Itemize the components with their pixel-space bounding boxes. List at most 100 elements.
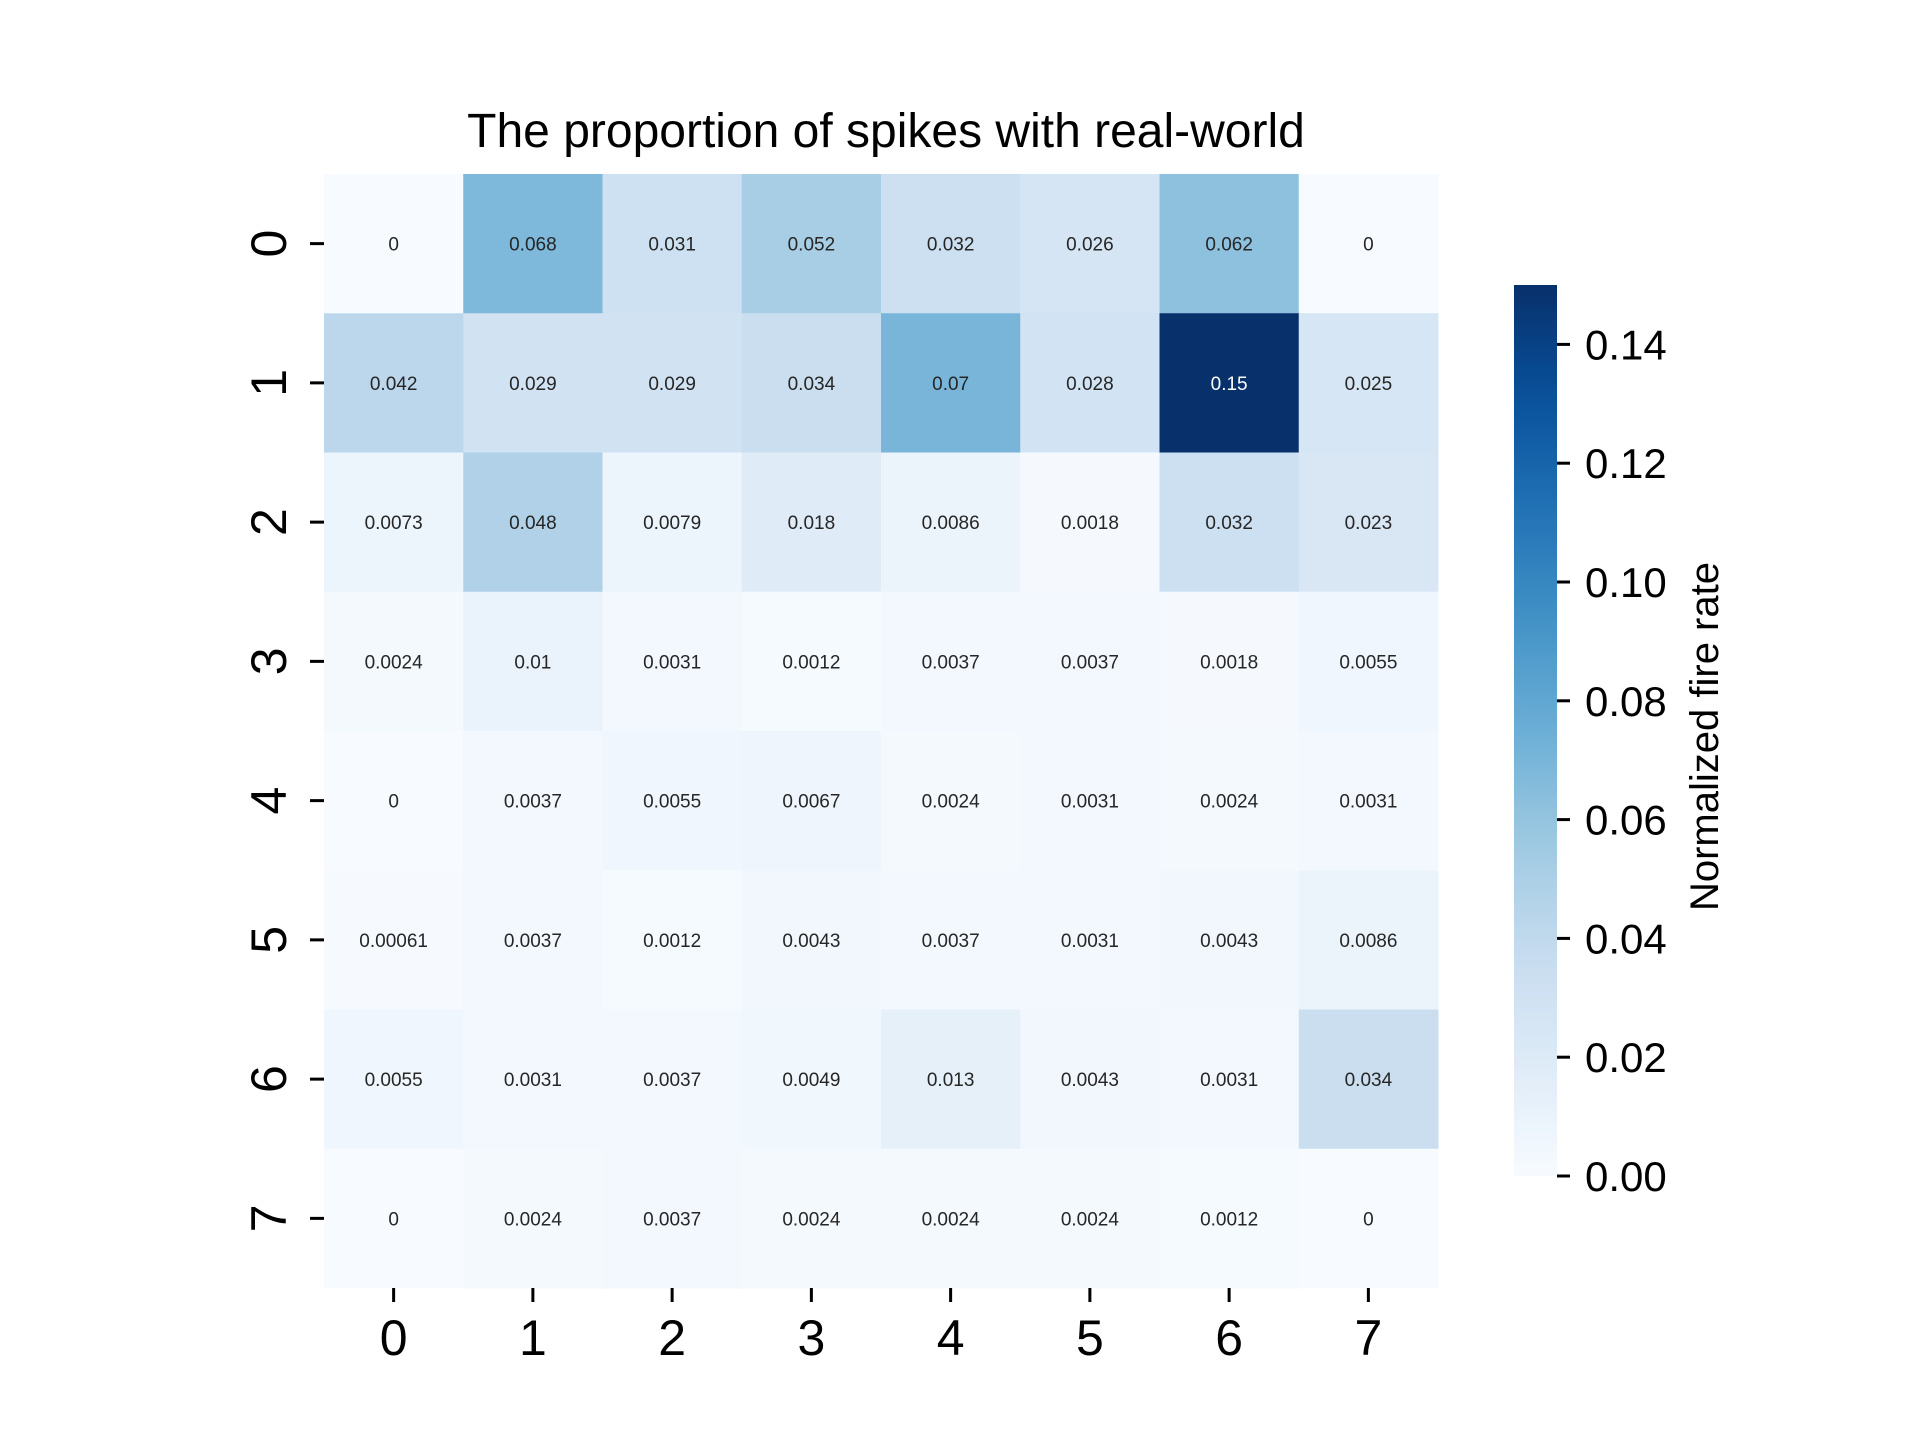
heatmap-cell-3-6: [1159, 591, 1300, 732]
x-tick-label-2: 2: [658, 1310, 686, 1366]
cell-value-label-3-4: 0.0037: [922, 652, 980, 673]
cell-value-label-5-0: 0.00061: [359, 931, 428, 952]
heatmap-cell-2-5: [1020, 452, 1160, 593]
cell-value-label-4-6: 0.0024: [1200, 792, 1259, 813]
cell-value-label-1-4: 0.07: [932, 374, 969, 395]
heatmap-cell-5-3: [741, 870, 882, 1010]
cell-value-label-4-2: 0.0055: [643, 792, 701, 813]
cell-value-label-2-0: 0.0073: [365, 513, 423, 534]
heatmap-cell-7-7: [1298, 1148, 1439, 1289]
heatmap-cell-3-5: [1020, 591, 1160, 732]
heatmap-cell-4-6: [1159, 731, 1300, 871]
x-tick-label-5: 5: [1076, 1310, 1104, 1366]
cell-value-label-6-2: 0.0037: [643, 1070, 701, 1091]
heatmap-cell-1-1: [463, 313, 603, 453]
y-tick-label-5: 5: [241, 926, 297, 954]
heatmap-cell-6-7: [1298, 1009, 1439, 1150]
y-tick-label-1: 1: [241, 369, 297, 397]
heatmap-cell-0-6: [1159, 174, 1300, 314]
heatmap-cell-0-5: [1020, 174, 1160, 314]
colorbar-tick-label-3: 0.06: [1585, 797, 1667, 844]
heatmap-cell-1-3: [741, 313, 882, 453]
cell-value-label-3-5: 0.0037: [1061, 652, 1119, 673]
cell-value-label-3-3: 0.0012: [782, 652, 840, 673]
heatmap-cell-1-2: [602, 313, 743, 453]
colorbar-tick-label-2: 0.04: [1585, 915, 1667, 962]
colorbar-gradient-bar: [1514, 285, 1557, 1176]
cell-value-label-3-7: 0.0055: [1339, 652, 1397, 673]
colorbar-tick-label-6: 0.12: [1585, 440, 1667, 487]
heatmap-cell-5-7: [1298, 870, 1439, 1010]
heatmap-cell-5-4: [881, 870, 1021, 1010]
heatmap-cell-2-3: [741, 452, 882, 593]
cell-value-label-2-3: 0.018: [788, 513, 836, 534]
cell-value-label-1-5: 0.028: [1066, 374, 1114, 395]
heatmap-cell-1-4: [881, 313, 1021, 453]
cell-value-label-6-7: 0.034: [1345, 1070, 1393, 1091]
cell-value-label-5-2: 0.0012: [643, 931, 701, 952]
heatmap-cell-4-1: [463, 731, 603, 871]
heatmap-cell-5-1: [463, 870, 603, 1010]
cell-value-label-0-7: 0: [1363, 235, 1374, 256]
y-tick-label-0: 0: [241, 230, 297, 258]
colorbar-tick-label-1: 0.02: [1585, 1034, 1667, 1081]
cell-value-label-7-4: 0.0024: [922, 1209, 981, 1230]
cell-value-label-0-5: 0.026: [1066, 235, 1114, 256]
y-tick-label-6: 6: [241, 1065, 297, 1093]
heatmap-cell-2-2: [602, 452, 743, 593]
heatmap-cell-1-0: [324, 313, 464, 453]
cell-value-label-4-1: 0.0037: [504, 792, 562, 813]
x-tick-label-6: 6: [1215, 1310, 1243, 1366]
cell-value-label-0-0: 0: [388, 235, 399, 256]
y-tick-label-2: 2: [241, 508, 297, 536]
cell-value-label-2-5: 0.0018: [1061, 513, 1119, 534]
heatmap-cell-3-1: [463, 591, 603, 732]
heatmap-cell-5-5: [1020, 870, 1160, 1010]
heatmap-cell-0-3: [741, 174, 882, 314]
colorbar: 0.00 0.02 0.04 0.06 0.08 0.10 0.12 0.14 Normaliz…: [1514, 285, 1727, 1200]
x-tick-label-3: 3: [797, 1310, 825, 1366]
heatmap-cell-0-1: [463, 174, 603, 314]
heatmap-cell-6-1: [463, 1009, 603, 1150]
heatmap-cell-0-2: [602, 174, 743, 314]
cell-value-label-6-6: 0.0031: [1200, 1070, 1258, 1091]
cell-value-label-4-5: 0.0031: [1061, 792, 1119, 813]
x-tick-label-7: 7: [1354, 1310, 1382, 1366]
chart-title: The proportion of spikes with real-world: [467, 105, 1305, 158]
heatmap-cell-2-1: [463, 452, 603, 593]
colorbar-tick-label-0: 0.00: [1585, 1153, 1667, 1200]
cell-value-label-1-7: 0.025: [1345, 374, 1393, 395]
heatmap-cell-5-6: [1159, 870, 1300, 1010]
heatmap-cell-4-0: [324, 731, 464, 871]
cell-value-label-6-1: 0.0031: [504, 1070, 562, 1091]
cell-value-label-7-5: 0.0024: [1061, 1209, 1120, 1230]
heatmap-cell-2-4: [881, 452, 1021, 593]
cell-value-label-7-3: 0.0024: [782, 1209, 841, 1230]
colorbar-tick-label-5: 0.10: [1585, 559, 1667, 606]
cell-value-label-0-3: 0.052: [788, 235, 836, 256]
heatmap-cell-6-3: [741, 1009, 882, 1150]
heatmap-cell-0-7: [1298, 174, 1439, 314]
cell-value-label-7-1: 0.0024: [504, 1209, 563, 1230]
heatmap-cell-6-2: [602, 1009, 743, 1150]
heatmap-cell-1-7: [1298, 313, 1439, 453]
heatmap-cell-3-7: [1298, 591, 1439, 732]
x-tick-label-0: 0: [380, 1310, 408, 1366]
heatmap-cell-3-0: [324, 591, 464, 732]
heatmap-cell-6-0: [324, 1009, 464, 1150]
colorbar-label: Normalized fire rate: [1683, 562, 1727, 911]
cell-value-label-1-0: 0.042: [370, 374, 418, 395]
heatmap-cell-0-0: [324, 174, 464, 314]
cell-value-label-3-2: 0.0031: [643, 652, 701, 673]
cell-value-label-3-1: 0.01: [514, 652, 551, 673]
cell-value-label-5-5: 0.0031: [1061, 931, 1119, 952]
cell-value-label-2-1: 0.048: [509, 513, 557, 534]
cell-value-label-2-4: 0.0086: [922, 513, 980, 534]
heatmap-cell-3-3: [741, 591, 882, 732]
cell-value-label-5-4: 0.0037: [922, 931, 980, 952]
cell-value-label-2-7: 0.023: [1345, 513, 1393, 534]
cell-value-label-1-3: 0.034: [788, 374, 836, 395]
cell-value-label-5-6: 0.0043: [1200, 931, 1258, 952]
cell-value-label-0-4: 0.032: [927, 235, 975, 256]
cell-value-label-7-0: 0: [388, 1209, 399, 1230]
